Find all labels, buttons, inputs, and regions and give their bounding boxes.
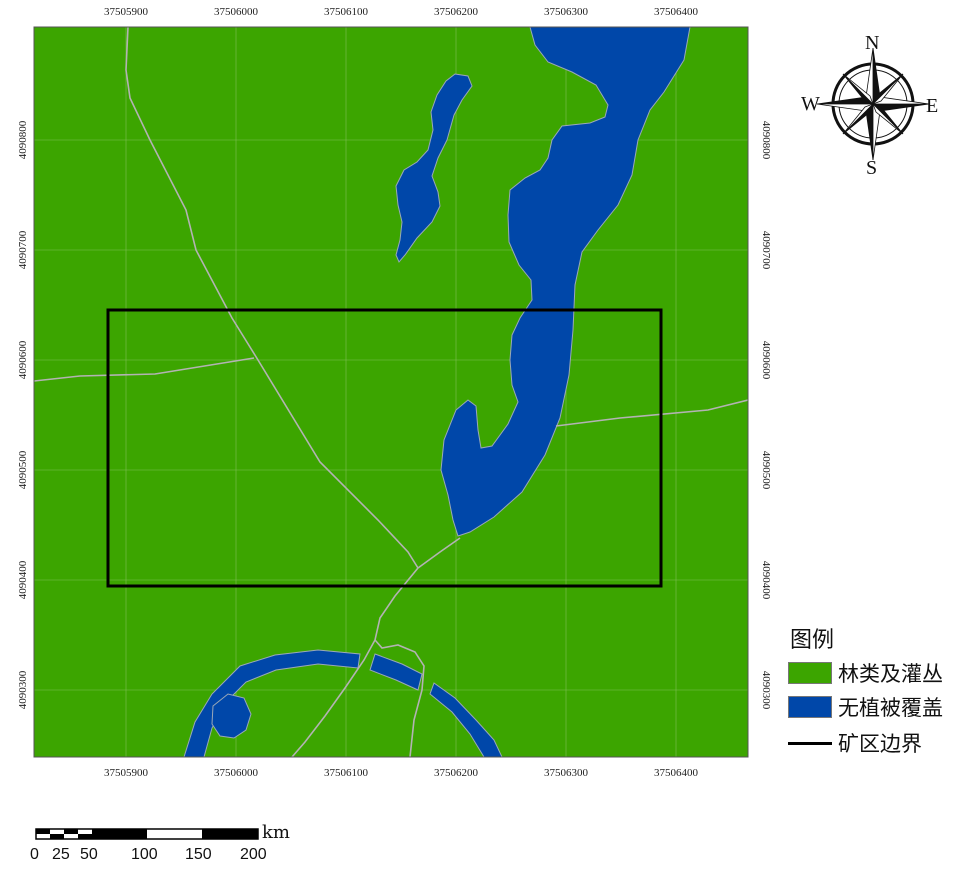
x-tick-label-bottom: 37505900 [104, 767, 149, 779]
x-tick-label-top: 37506300 [544, 6, 589, 18]
compass-east-label: E [926, 95, 939, 117]
road-network [34, 27, 748, 757]
legend-item-boundary: 矿区边界 [788, 730, 922, 756]
scale-unit-label: km [262, 822, 290, 843]
water-body-pond [211, 693, 252, 739]
bottom-axis: 37505900 37506000 37506100 37506200 3750… [104, 767, 699, 779]
y-tick-label-left: 4090500 [17, 450, 29, 489]
legend-swatch-barren [788, 696, 832, 718]
water-body-river [369, 653, 423, 691]
x-tick-label-bottom: 37506100 [324, 767, 369, 779]
x-tick-label-top: 37506100 [324, 6, 369, 18]
y-tick-label-right: 4090300 [760, 671, 772, 710]
y-tick-label-left: 4090300 [17, 670, 29, 709]
y-tick-label-left: 4090700 [17, 230, 29, 269]
scale-label: 200 [240, 846, 267, 863]
y-tick-label-right: 4090500 [760, 451, 772, 490]
x-tick-label-bottom: 37506300 [544, 767, 589, 779]
legend-label: 矿区边界 [838, 732, 922, 756]
legend-label: 无植被覆盖 [838, 696, 943, 720]
legend-item-forest: 林类及灌丛 [788, 660, 943, 686]
compass-west-label: W [801, 93, 820, 115]
y-tick-label-left: 4090600 [17, 340, 29, 379]
legend-title: 图例 [790, 628, 835, 653]
x-tick-label-bottom: 37506400 [654, 767, 699, 779]
water-body-river [429, 682, 503, 757]
y-tick-label-right: 4090700 [760, 231, 772, 270]
y-tick-label-right: 4090800 [760, 121, 772, 160]
scale-label: 150 [185, 846, 212, 863]
scale-label: 50 [80, 846, 98, 863]
water-body-lake [395, 73, 473, 263]
x-tick-label-top: 37505900 [104, 6, 149, 18]
water-body-main [440, 27, 691, 537]
top-axis: 37505900 37506000 37506100 37506200 3750… [104, 6, 699, 18]
compass-south-label: S [866, 157, 878, 179]
scale-label: 0 [30, 846, 39, 863]
right-axis: 4090800 4090700 4090600 4090500 4090400 … [760, 121, 772, 710]
mine-boundary [106, 308, 663, 588]
y-tick-label-left: 4090800 [17, 120, 29, 159]
legend-line-boundary [788, 741, 832, 745]
compass-rose-icon [816, 47, 930, 161]
x-tick-label-bottom: 37506200 [434, 767, 479, 779]
x-tick-label-top: 37506200 [434, 6, 479, 18]
compass-north-label: N [865, 32, 880, 54]
y-tick-label-right: 4090400 [760, 561, 772, 600]
x-tick-label-top: 37506000 [214, 6, 259, 18]
scale-label: 100 [131, 846, 158, 863]
map-frame [33, 26, 749, 758]
legend-label: 林类及灌丛 [838, 662, 943, 686]
x-tick-label-top: 37506400 [654, 6, 699, 18]
forest-background [34, 27, 748, 757]
grid-lines [34, 27, 748, 757]
scale-bar [35, 828, 259, 840]
legend-swatch-forest [788, 662, 832, 684]
y-tick-label-right: 4090600 [760, 341, 772, 380]
y-tick-label-left: 4090400 [17, 560, 29, 599]
legend-item-barren: 无植被覆盖 [788, 694, 943, 720]
left-axis: 4090800 4090700 4090600 4090500 4090400 … [17, 120, 29, 709]
x-tick-label-bottom: 37506000 [214, 767, 259, 779]
scale-label: 25 [52, 846, 70, 863]
